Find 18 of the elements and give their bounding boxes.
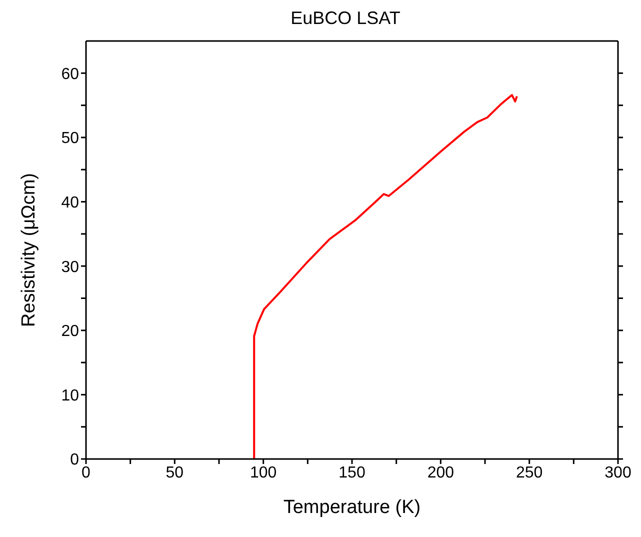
y-tick-label: 30 [61,258,80,276]
x-tick-label: 50 [166,464,184,482]
x-axis-title: Temperature (K) [283,497,421,518]
x-tick-label: 200 [427,464,454,482]
y-tick-label: 0 [70,452,80,469]
x-tick-label: 0 [82,464,91,482]
x-tick-label: 150 [338,464,366,482]
y-tick-label: 60 [61,66,80,83]
y-tick-label: 10 [61,387,80,404]
y-tick-label: 20 [61,323,80,340]
y-tick-label: 50 [61,130,80,148]
y-tick-label: 40 [61,194,80,212]
line-series [253,94,518,459]
x-tick-label: 250 [516,464,543,482]
x-tick-label: 100 [250,464,277,482]
chart-title: EuBCO LSAT [290,8,402,30]
x-tick-label: 300 [604,464,632,482]
y-axis-title: Resistivity (μΩcm) [18,173,40,327]
